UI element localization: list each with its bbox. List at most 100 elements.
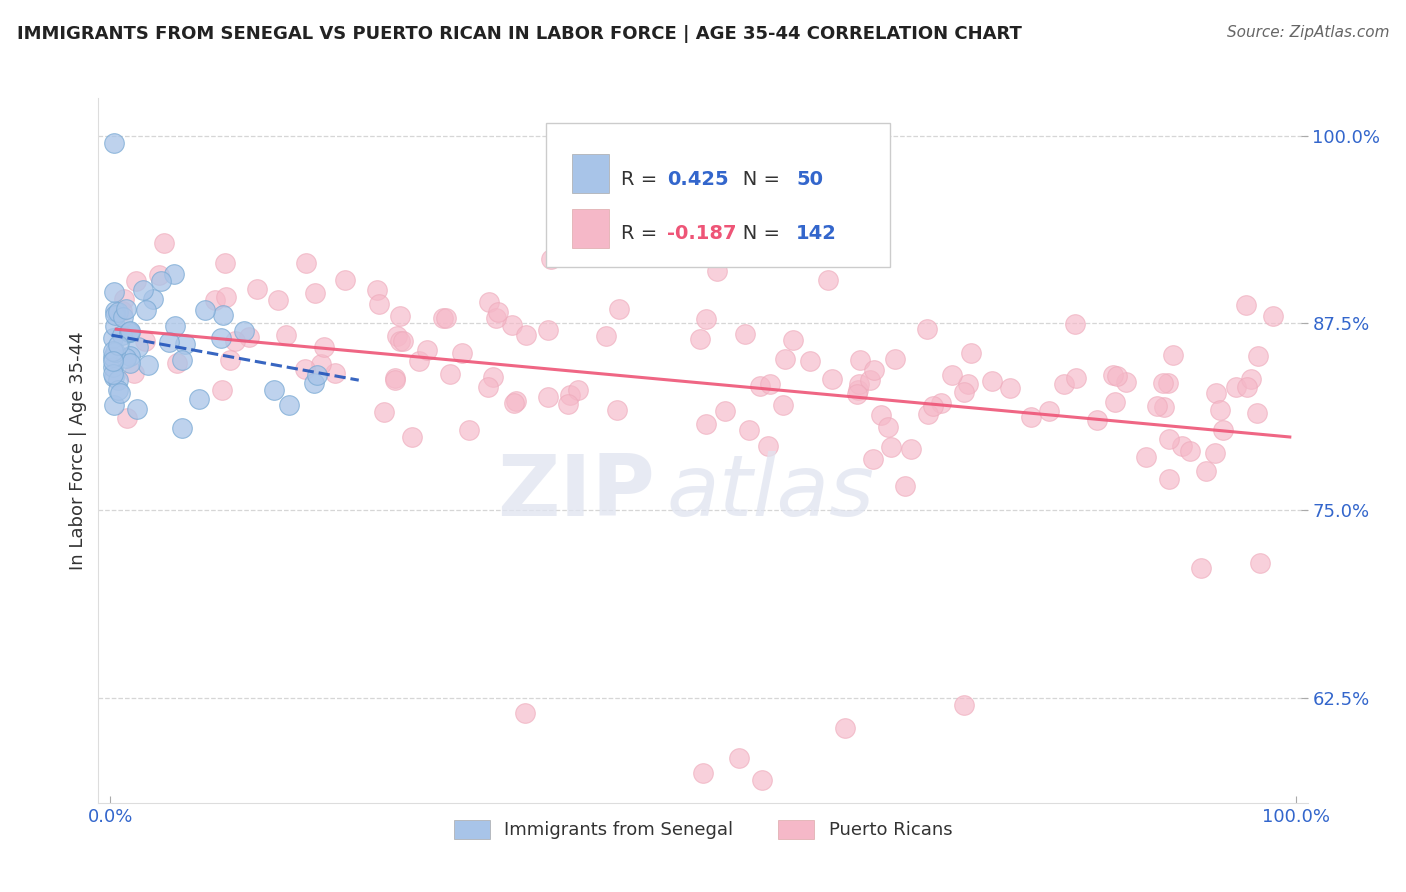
Point — [1205, 385, 1227, 400]
Point — [439, 367, 461, 381]
Point — [214, 256, 236, 270]
Point — [103, 369, 125, 384]
Point — [172, 421, 194, 435]
Text: 0.425: 0.425 — [666, 169, 728, 189]
Point — [862, 363, 884, 377]
Point — [163, 267, 186, 281]
Point — [773, 351, 796, 366]
Point — [883, 352, 905, 367]
Point — [107, 338, 129, 352]
Point — [115, 411, 138, 425]
Point — [104, 345, 127, 359]
Point — [238, 330, 260, 344]
Point — [118, 325, 141, 339]
Point — [952, 698, 974, 713]
Point — [101, 354, 124, 368]
Point — [1246, 406, 1268, 420]
Point — [848, 377, 870, 392]
Point — [215, 290, 238, 304]
Point — [148, 268, 170, 282]
Text: ZIP: ZIP — [496, 451, 655, 534]
Legend: Immigrants from Senegal, Puerto Ricans: Immigrants from Senegal, Puerto Ricans — [446, 813, 960, 847]
Point — [434, 310, 457, 325]
Point — [1064, 370, 1087, 384]
Point — [1247, 349, 1270, 363]
Text: Source: ZipAtlas.com: Source: ZipAtlas.com — [1226, 25, 1389, 40]
Point — [756, 439, 779, 453]
Point — [1053, 377, 1076, 392]
Text: R =: R = — [621, 224, 664, 243]
Point — [772, 398, 794, 412]
Text: 50: 50 — [796, 169, 823, 189]
Point — [1234, 298, 1257, 312]
Point — [917, 407, 939, 421]
Point — [998, 381, 1021, 395]
Point — [224, 334, 246, 348]
Point — [501, 318, 523, 332]
Text: atlas: atlas — [666, 451, 875, 534]
Point — [1189, 561, 1212, 575]
Point — [302, 376, 325, 390]
Point — [1104, 395, 1126, 409]
Point — [727, 751, 749, 765]
Point — [172, 353, 194, 368]
Point — [104, 319, 127, 334]
Point — [695, 417, 717, 431]
Point — [782, 333, 804, 347]
Point — [848, 353, 870, 368]
Point — [246, 282, 269, 296]
Point — [107, 383, 129, 397]
Point — [335, 273, 357, 287]
Point — [1085, 413, 1108, 427]
Point — [389, 334, 412, 348]
Text: N =: N = — [724, 169, 786, 189]
Point — [799, 354, 821, 368]
Point — [163, 318, 186, 333]
Point — [219, 353, 242, 368]
Text: 142: 142 — [796, 224, 837, 243]
Point — [266, 293, 288, 307]
Point — [880, 440, 903, 454]
Point — [1146, 399, 1168, 413]
Point — [486, 304, 509, 318]
Point — [103, 398, 125, 412]
Point — [401, 430, 423, 444]
Point — [416, 343, 439, 357]
Point — [738, 423, 761, 437]
Point — [263, 384, 285, 398]
Point — [114, 301, 136, 316]
Point — [540, 252, 562, 266]
Text: R =: R = — [621, 169, 664, 189]
Point — [953, 385, 976, 400]
Point — [304, 286, 326, 301]
Point — [515, 706, 537, 720]
Point — [758, 377, 780, 392]
Point — [307, 368, 329, 383]
Point — [312, 340, 335, 354]
Point — [138, 358, 160, 372]
Point — [384, 371, 406, 385]
Text: -0.187: -0.187 — [666, 224, 737, 243]
Point — [373, 404, 395, 418]
Point — [101, 368, 124, 382]
Point — [834, 721, 856, 735]
Point — [108, 385, 131, 400]
Point — [111, 303, 134, 318]
Point — [101, 344, 124, 359]
Point — [859, 373, 882, 387]
Point — [981, 374, 1004, 388]
Point — [481, 370, 503, 384]
Point — [194, 303, 217, 318]
Point — [1161, 348, 1184, 362]
Point — [157, 334, 180, 349]
Point — [1159, 472, 1181, 486]
Point — [295, 256, 318, 270]
Point — [124, 274, 146, 288]
Point — [1261, 309, 1284, 323]
Point — [125, 402, 148, 417]
Point — [749, 379, 772, 393]
Point — [1157, 432, 1180, 446]
Point — [477, 379, 499, 393]
Point — [101, 360, 124, 375]
Point — [323, 366, 346, 380]
